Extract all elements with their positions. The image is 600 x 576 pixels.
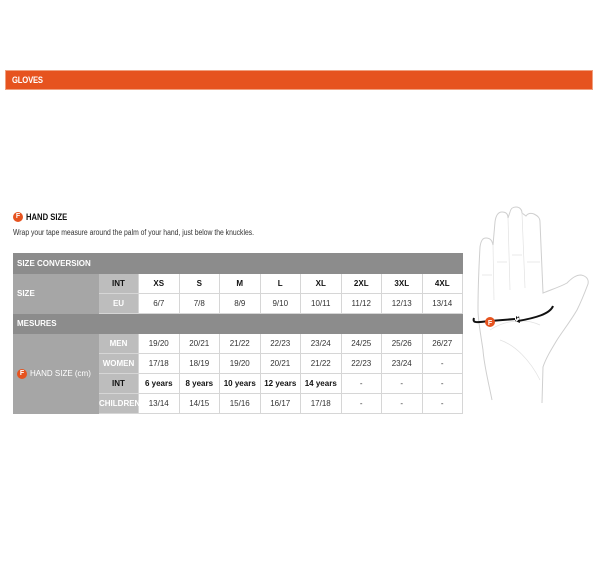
illustration-badge-text: F: [488, 320, 493, 327]
size-conversion-label: SIZE CONVERSION: [13, 253, 463, 274]
f-badge-icon: [485, 317, 495, 327]
finger-lines: [482, 212, 541, 381]
hand-size-label: HAND SIZE (cm): [30, 368, 91, 378]
tape-arrow-icon: [515, 316, 520, 323]
eu-label: EU: [98, 293, 139, 314]
table-row: INT 6 years 8 years 10 years 12 years 14…: [14, 373, 463, 394]
banner-title: GLOVES: [12, 75, 43, 85]
table-row: CHILDREN 13/14 14/15 15/16 16/17 17/18 -…: [14, 393, 463, 414]
gloves-banner: GLOVES: [5, 70, 593, 90]
hand-outline-icon: [477, 206, 589, 404]
table-row: EU 6/7 7/8 8/9 9/10 10/11 11/12 12/13 13…: [14, 293, 463, 314]
section-title: HAND SIZE: [26, 212, 68, 222]
measure-instructions: Wrap your tape measure around the palm o…: [13, 228, 255, 237]
children-cell: 15/16: [219, 393, 261, 414]
table-row: WOMEN 17/18 18/19 19/20 20/21 21/22 22/2…: [14, 353, 463, 374]
f-badge-icon: F: [17, 368, 27, 379]
children-cell: 14/15: [178, 393, 220, 414]
table-row: SIZE INT XS S M L XL 2XL 3XL 4XL: [13, 273, 463, 314]
hand-size-heading: F HAND SIZE: [13, 212, 75, 222]
children-cell: -: [421, 393, 463, 414]
tape-measure: [472, 305, 554, 324]
size-conversion-header: SIZE CONVERSION: [13, 253, 463, 274]
men-label: MEN: [98, 333, 139, 354]
size-table: SIZE CONVERSION SIZE INT XS S M L XL 2XL…: [13, 253, 463, 414]
children-label: CHILDREN: [98, 393, 140, 414]
int-label: INT: [98, 273, 139, 294]
women-label: WOMEN: [98, 353, 139, 374]
f-badge-icon: F: [13, 212, 23, 222]
hand-size-label-cell: F HAND SIZE (cm): [13, 333, 99, 414]
